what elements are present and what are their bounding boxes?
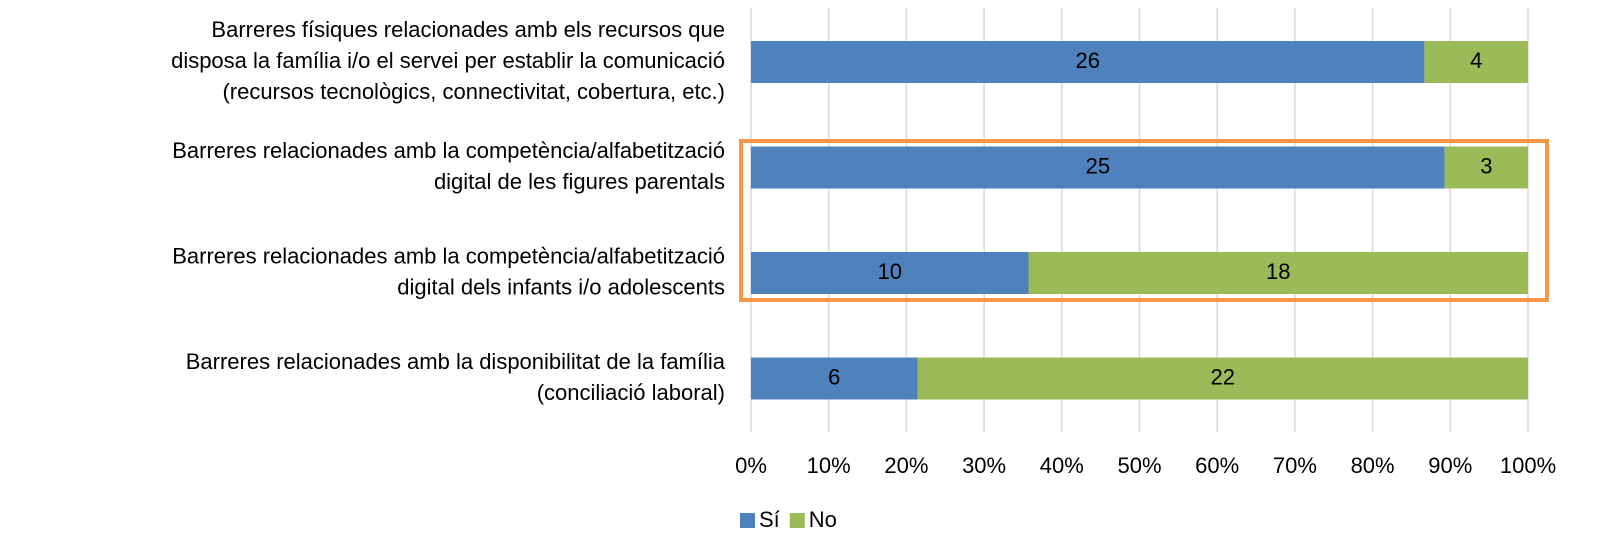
x-tick-label: 40% — [1040, 453, 1084, 478]
legend-label: No — [809, 507, 837, 532]
x-tick-label: 80% — [1351, 453, 1395, 478]
category-label-line: (recursos tecnològics, connectivitat, co… — [222, 79, 725, 104]
category-label-line: disposa la família i/o el servei per est… — [171, 48, 725, 73]
category-label-line: Barreres físiques relacionades amb els r… — [211, 17, 725, 42]
data-label: 4 — [1470, 48, 1482, 73]
x-tick-label: 50% — [1117, 453, 1161, 478]
x-tick-label: 60% — [1195, 453, 1239, 478]
category-label-line: Barreres relacionades amb la disponibili… — [186, 349, 726, 374]
data-label: 26 — [1075, 48, 1099, 73]
category-label: Barreres físiques relacionades amb els r… — [171, 17, 725, 104]
x-tick-label: 70% — [1273, 453, 1317, 478]
legend-swatch — [740, 513, 755, 528]
legend-swatch — [789, 513, 805, 528]
category-label-line: digital de les figures parentals — [434, 169, 725, 194]
category-label: Barreres relacionades amb la competència… — [172, 243, 725, 299]
legend-label: Sí — [759, 507, 780, 532]
data-label: 6 — [828, 364, 840, 389]
category-label: Barreres relacionades amb la competència… — [172, 138, 725, 194]
bar-segment — [751, 252, 1029, 294]
x-tick-label: 90% — [1428, 453, 1472, 478]
bar-segment — [1444, 146, 1528, 189]
highlight-box — [739, 139, 1549, 302]
bar-segment — [1424, 41, 1528, 83]
category-label: Barreres relacionades amb la disponibili… — [186, 349, 726, 405]
bar-segment — [751, 357, 918, 400]
x-tick-label: 20% — [884, 453, 928, 478]
data-label: 18 — [1266, 259, 1290, 284]
x-tick-label: 0% — [735, 453, 767, 478]
data-label: 25 — [1086, 153, 1110, 178]
bar-segment — [917, 357, 1528, 400]
category-label-line: digital dels infants i/o adolescents — [397, 274, 725, 299]
data-label: 10 — [878, 259, 902, 284]
x-tick-label: 100% — [1500, 453, 1556, 478]
x-tick-label: 10% — [807, 453, 851, 478]
bar-segment — [751, 41, 1425, 83]
category-label-line: Barreres relacionades amb la competència… — [172, 138, 725, 163]
category-label-line: (conciliació laboral) — [537, 380, 725, 405]
x-tick-label: 30% — [962, 453, 1006, 478]
data-label: 22 — [1211, 364, 1235, 389]
category-label-line: Barreres relacionades amb la competència… — [172, 243, 725, 268]
bar-segment — [1028, 252, 1528, 294]
data-label: 3 — [1480, 153, 1492, 178]
bar-segment — [751, 146, 1445, 189]
